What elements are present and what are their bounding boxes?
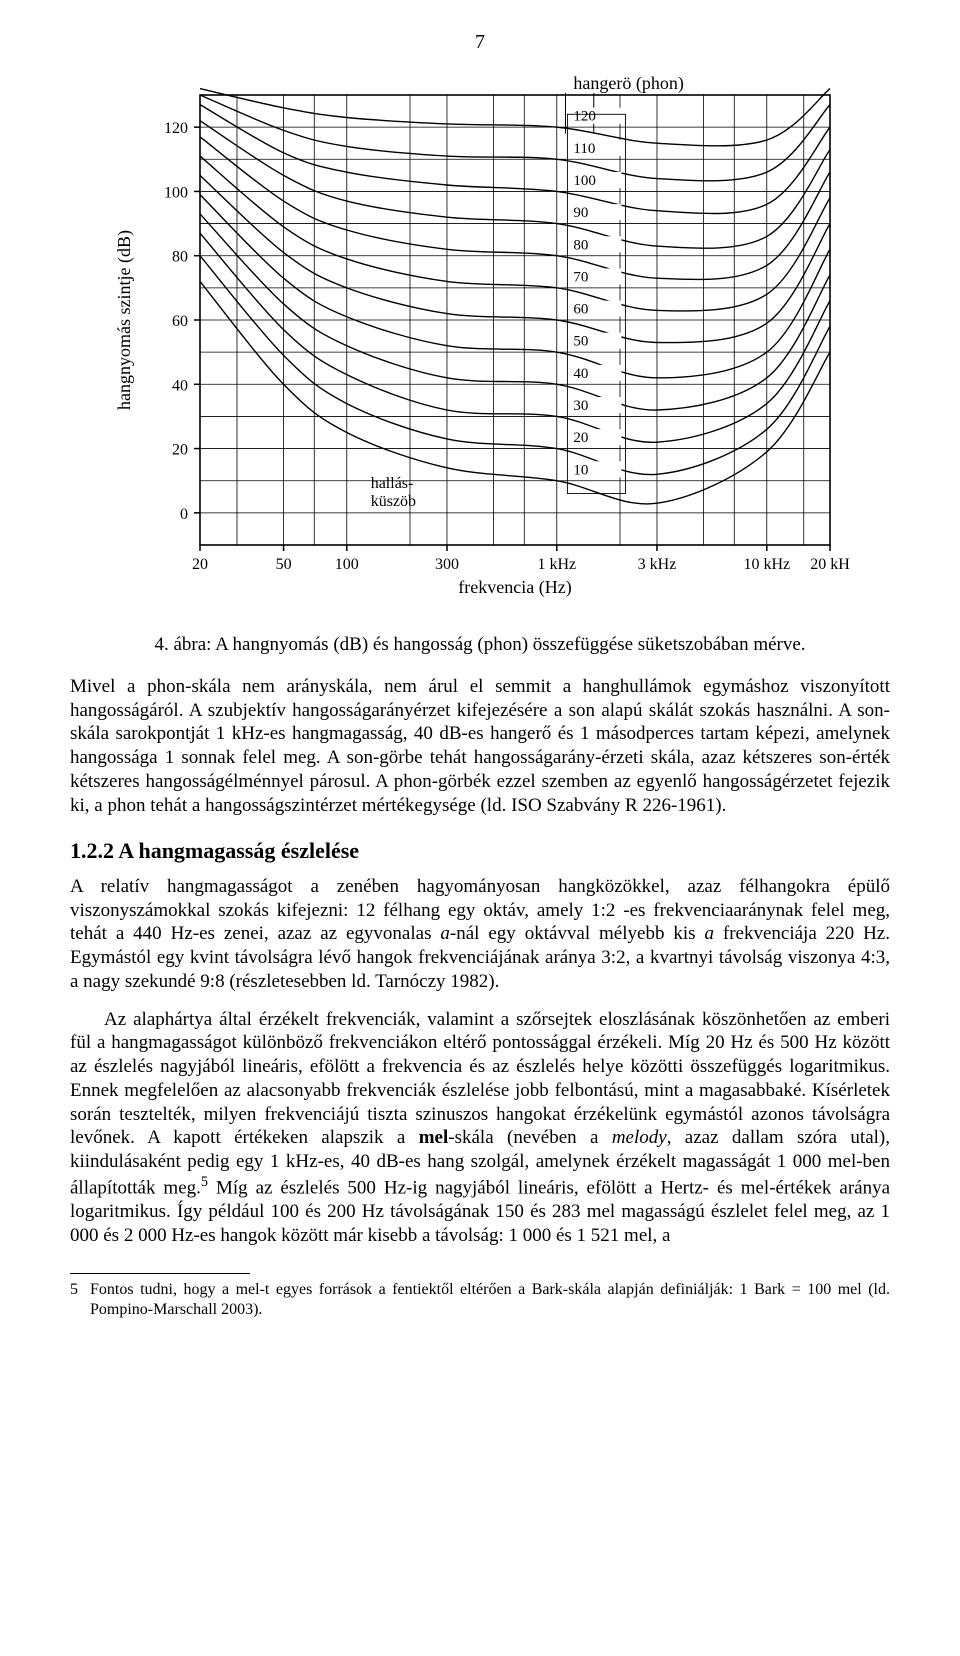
svg-text:300: 300: [435, 556, 459, 573]
svg-text:70: 70: [573, 269, 588, 285]
svg-text:60: 60: [172, 313, 188, 330]
equal-loudness-figure: 0 20 40 60 80 100 120 20 50 100 300 1 kHz 3 kHz 10 kH…: [70, 65, 890, 615]
svg-text:80: 80: [172, 249, 188, 266]
svg-text:hallás-: hallás-: [371, 475, 414, 492]
footnote-5: 5 Fontos tudni, hogy a mel-t egyes forrá…: [70, 1280, 890, 1320]
paragraph-1: Mivel a phon-skála nem arányskála, nem á…: [70, 675, 890, 818]
footnote-text: Fontos tudni, hogy a mel-t egyes forráso…: [90, 1280, 890, 1320]
svg-text:20: 20: [573, 430, 588, 446]
svg-text:100: 100: [164, 184, 188, 201]
svg-text:1 kHz: 1 kHz: [537, 556, 576, 573]
svg-text:20: 20: [192, 556, 208, 573]
footnote-number: 5: [70, 1280, 90, 1320]
svg-text:3 kHz: 3 kHz: [638, 556, 677, 573]
svg-text:60: 60: [573, 302, 588, 318]
svg-text:küszöb: küszöb: [371, 493, 416, 510]
paragraph-2: A relatív hangmagasságot a zenében hagyo…: [70, 875, 890, 994]
svg-text:120: 120: [164, 120, 188, 137]
svg-text:10 kHz: 10 kHz: [743, 556, 790, 573]
svg-text:hangerö (phon): hangerö (phon): [573, 73, 683, 94]
svg-text:110: 110: [573, 141, 595, 157]
svg-text:100: 100: [335, 556, 359, 573]
svg-text:0: 0: [180, 506, 188, 523]
figure-caption: 4. ábra: A hangnyomás (dB) és hangosság …: [70, 633, 890, 657]
page-number: 7: [70, 30, 890, 55]
section-heading: 1.2.2 A hangmagasság észlelése: [70, 837, 890, 865]
equal-loudness-chart: 0 20 40 60 80 100 120 20 50 100 300 1 kHz 3 kHz 10 kH…: [100, 65, 860, 615]
svg-text:frekvencia (Hz): frekvencia (Hz): [458, 577, 571, 598]
svg-text:100: 100: [573, 173, 596, 189]
svg-text:20 kH: 20 kH: [810, 556, 850, 573]
paragraph-3: Az alaphártya által érzékelt frekvenciák…: [70, 1008, 890, 1248]
svg-text:20: 20: [172, 442, 188, 459]
svg-text:50: 50: [573, 334, 588, 350]
svg-text:40: 40: [172, 377, 188, 394]
svg-text:80: 80: [573, 237, 588, 253]
svg-text:hangnyomás szintje (dB): hangnyomás szintje (dB): [114, 230, 135, 410]
svg-text:90: 90: [573, 205, 588, 221]
svg-text:10: 10: [573, 462, 588, 478]
svg-text:50: 50: [276, 556, 292, 573]
footnote-separator: [70, 1273, 250, 1274]
svg-text:40: 40: [573, 366, 588, 382]
svg-text:30: 30: [573, 398, 588, 414]
svg-text:120: 120: [573, 109, 596, 125]
